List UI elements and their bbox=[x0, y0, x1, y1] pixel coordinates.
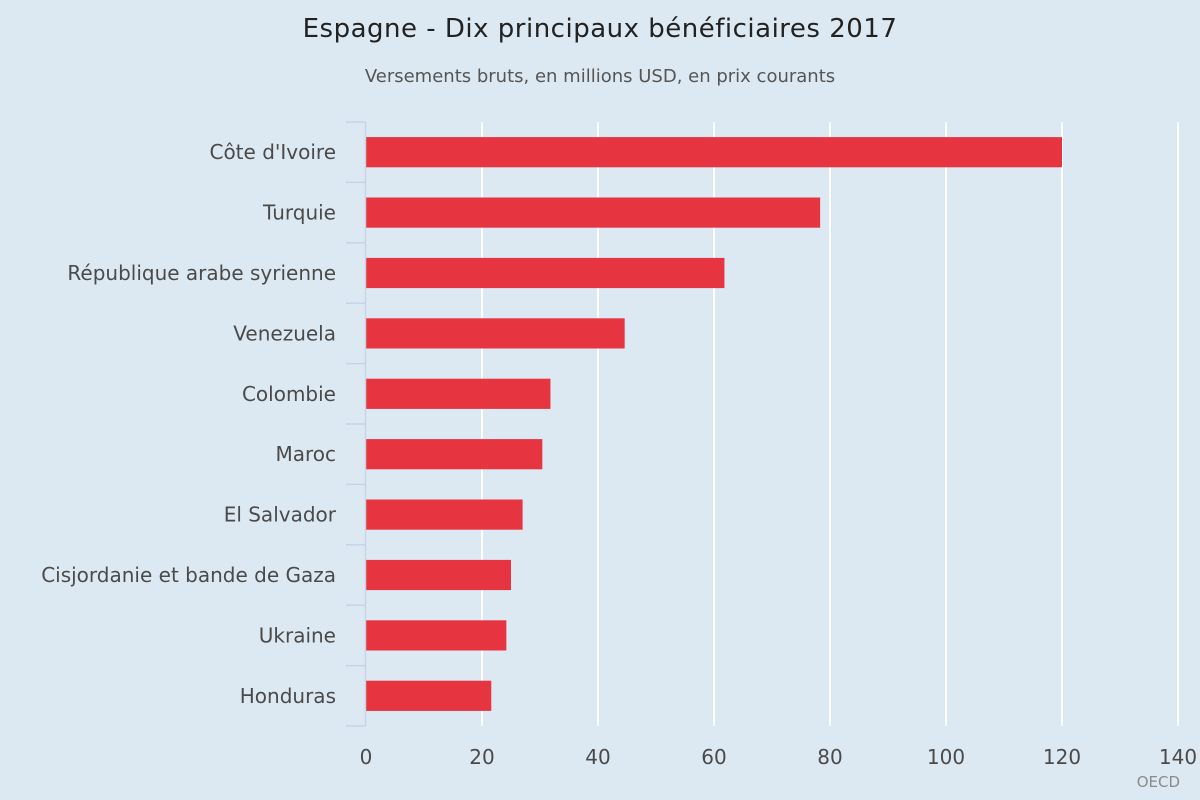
bar bbox=[366, 620, 507, 651]
category-label: Maroc bbox=[275, 442, 336, 466]
category-label: Colombie bbox=[242, 382, 336, 406]
x-tick-label: 100 bbox=[927, 745, 965, 769]
category-label: Venezuela bbox=[233, 321, 336, 345]
credit-label: OECD bbox=[1136, 773, 1180, 791]
category-label: Honduras bbox=[240, 684, 336, 708]
x-tick-label: 120 bbox=[1043, 745, 1081, 769]
x-tick-label: 40 bbox=[585, 745, 610, 769]
x-tick-label: 60 bbox=[701, 745, 726, 769]
y-axis bbox=[346, 121, 367, 727]
category-label: Cisjordanie et bande de Gaza bbox=[41, 563, 336, 587]
category-label: Turquie bbox=[262, 201, 336, 225]
bar bbox=[366, 318, 625, 349]
x-tick-label: 0 bbox=[360, 745, 373, 769]
bar bbox=[366, 439, 543, 470]
bar bbox=[366, 197, 821, 228]
x-tick-label: 140 bbox=[1159, 745, 1197, 769]
bars bbox=[366, 137, 1062, 711]
chart-title: Espagne - Dix principaux bénéficiaires 2… bbox=[302, 14, 898, 44]
category-label: El Salvador bbox=[224, 503, 337, 527]
bar bbox=[366, 680, 492, 711]
bar bbox=[366, 137, 1062, 168]
category-label: Ukraine bbox=[259, 623, 336, 647]
chart-subtitle: Versements bruts, en millions USD, en pr… bbox=[364, 66, 836, 87]
bar bbox=[366, 499, 523, 530]
category-labels: Côte d'Ivoire Turquie République arabe syr… bbox=[41, 140, 337, 708]
x-tick-label: 20 bbox=[469, 745, 494, 769]
x-tick-labels: 0 20 40 60 80 100 120 140 bbox=[360, 745, 1197, 769]
category-label: Côte d'Ivoire bbox=[209, 140, 336, 164]
bar bbox=[366, 257, 725, 289]
bar bbox=[366, 559, 511, 591]
x-tick-label: 80 bbox=[817, 745, 842, 769]
bar bbox=[366, 378, 551, 409]
category-label: République arabe syrienne bbox=[67, 261, 336, 285]
